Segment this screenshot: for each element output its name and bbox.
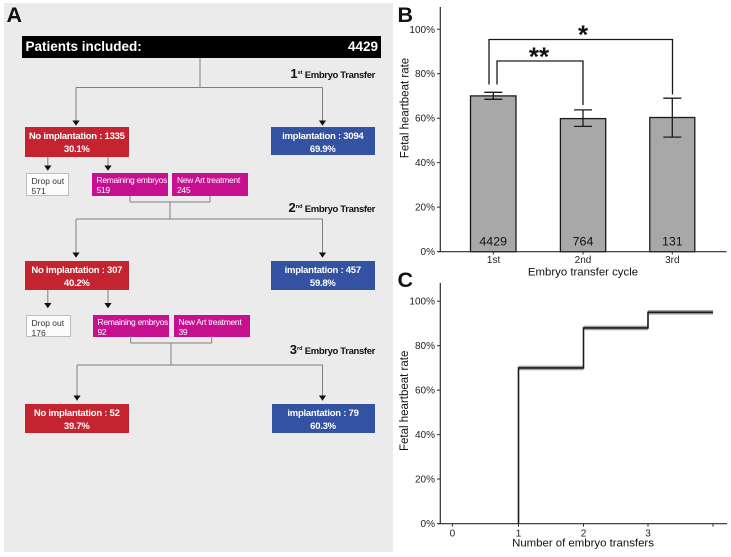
svg-text:3rd: 3rd	[665, 255, 679, 266]
svg-text:40%: 40%	[415, 430, 435, 441]
svg-text:0%: 0%	[421, 247, 436, 258]
svg-text:0%: 0%	[421, 519, 436, 530]
svg-text:1st: 1st	[487, 255, 501, 266]
svg-text:Embryo transfer cycle: Embryo transfer cycle	[528, 267, 638, 279]
svg-text:3: 3	[645, 528, 651, 539]
svg-text:Number of embryo transfers: Number of embryo transfers	[512, 538, 654, 550]
svg-text:Fetal heartbeat rate: Fetal heartbeat rate	[400, 58, 412, 158]
svg-text:*: *	[578, 20, 589, 50]
svg-text:764: 764	[573, 234, 594, 248]
svg-text:60%: 60%	[415, 386, 435, 397]
svg-text:40%: 40%	[415, 158, 435, 169]
svg-text:80%: 80%	[415, 69, 435, 80]
svg-text:131: 131	[662, 234, 683, 248]
svg-text:4429: 4429	[479, 234, 507, 248]
svg-text:**: **	[529, 41, 550, 71]
svg-text:20%: 20%	[415, 475, 435, 486]
svg-text:Fetal heartbeat rate: Fetal heartbeat rate	[399, 351, 411, 451]
svg-text:1: 1	[516, 528, 522, 539]
svg-text:2: 2	[581, 528, 587, 539]
svg-text:80%: 80%	[415, 341, 435, 352]
svg-text:60%: 60%	[415, 114, 435, 125]
svg-text:0: 0	[450, 528, 456, 539]
svg-text:100%: 100%	[409, 25, 435, 36]
svg-text:20%: 20%	[415, 203, 435, 214]
svg-text:100%: 100%	[409, 297, 435, 308]
svg-text:2nd: 2nd	[575, 255, 592, 266]
